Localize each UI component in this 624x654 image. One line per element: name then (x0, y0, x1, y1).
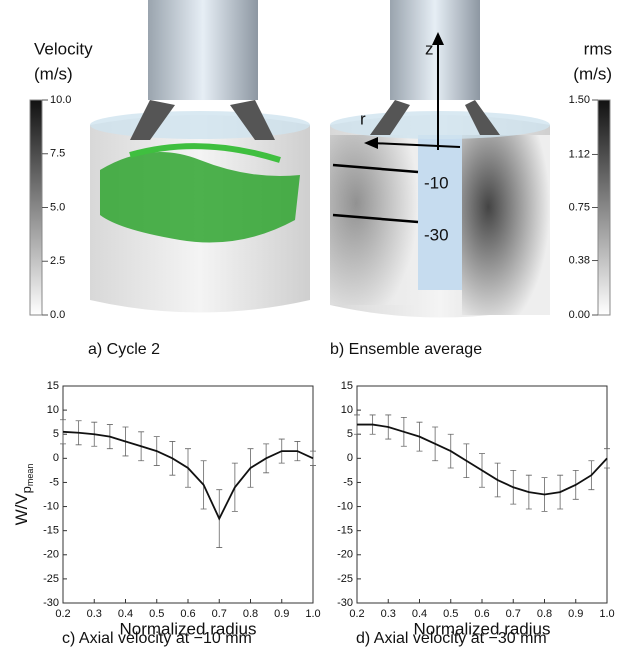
x-tick-label: 0.4 (118, 608, 133, 620)
colorbar-unit: (m/s) (34, 64, 73, 83)
x-tick-label: 0.5 (443, 608, 458, 620)
x-axis-label: Normalized radius (120, 619, 257, 638)
annotation: -30 (424, 225, 449, 244)
y-tick-label: -20 (43, 549, 59, 561)
caption: d) Axial velocity at −30 mm (356, 630, 547, 647)
y-tick-label: -20 (337, 549, 353, 561)
annotation: r (360, 109, 366, 128)
colorbar (29, 99, 43, 316)
panel-caption: b) Ensemble average (330, 341, 482, 358)
y-label-subsub: mean (25, 464, 35, 487)
y-tick-label: -15 (43, 525, 59, 537)
y-tick-label: -5 (343, 476, 353, 488)
error-bar (310, 450, 316, 466)
colorbar-tick-label: 2.5 (50, 255, 65, 267)
y-tick-label: 10 (47, 404, 59, 416)
annotation: -10 (424, 173, 449, 192)
mean-line (62, 430, 314, 521)
colorbar-tick-label: 0.75 (569, 201, 590, 213)
x-tick-label: 0.6 (474, 608, 489, 620)
y-tick-label: 5 (347, 428, 353, 440)
x-tick-label: 0.8 (537, 608, 552, 620)
colorbar-tick-label: 0.00 (569, 309, 590, 321)
y-tick-label: -10 (43, 500, 59, 512)
y-tick-label: -25 (43, 573, 59, 585)
y-tick-label: -10 (337, 500, 353, 512)
colorbar-tick-label: 0.38 (569, 254, 590, 266)
y-tick-label: 10 (341, 404, 353, 416)
x-tick-label: 0.3 (87, 608, 102, 620)
y-tick-label: 5 (53, 428, 59, 440)
colorbar-tick-label: 1.12 (569, 148, 590, 160)
panel-caption: a) Cycle 2 (88, 341, 160, 358)
y-label-sub: p (19, 486, 34, 493)
x-tick-label: 0.6 (180, 608, 195, 620)
x-tick-label: 0.9 (274, 608, 289, 620)
render-b (330, 0, 550, 318)
y-tick-label: 0 (347, 452, 353, 464)
y-tick-label: -25 (337, 573, 353, 585)
y-tick-label: -5 (49, 476, 59, 488)
x-tick-label: 0.7 (212, 608, 227, 620)
y-tick-label: -30 (337, 597, 353, 609)
colorbar-title: rms (584, 39, 612, 58)
y-tick-label: 15 (341, 380, 353, 392)
colorbar-tick-label: 1.50 (569, 94, 590, 106)
y-axis-label: W/Vpmean (12, 464, 35, 526)
x-tick-label: 1.0 (599, 608, 614, 620)
y-tick-label: 0 (53, 452, 59, 464)
caption: c) Axial velocity at −10 mm (62, 630, 252, 647)
mean-line (357, 423, 608, 496)
colorbar-title: Velocity (34, 39, 93, 58)
colorbar-tick-label: 10.0 (50, 94, 71, 106)
x-tick-label: 0.7 (506, 608, 521, 620)
x-axis-label: Normalized radius (414, 619, 551, 638)
y-label-main: W/V (12, 493, 31, 526)
plot-frame (62, 385, 314, 604)
y-tick-label: 15 (47, 380, 59, 392)
annotation: z (425, 39, 434, 58)
colorbar-tick-label: 0.0 (50, 309, 65, 321)
x-tick-label: 0.8 (243, 608, 258, 620)
colorbar-unit: (m/s) (573, 64, 612, 83)
x-tick-label: 0.9 (568, 608, 583, 620)
colorbar (597, 99, 611, 316)
x-tick-label: 0.3 (381, 608, 396, 620)
colorbar-tick-label: 7.5 (50, 148, 65, 160)
y-tick-label: -15 (337, 525, 353, 537)
render-a (90, 0, 310, 313)
x-tick-label: 0.2 (55, 608, 70, 620)
x-tick-label: 1.0 (305, 608, 320, 620)
x-tick-label: 0.4 (412, 608, 427, 620)
x-tick-label: 0.2 (349, 608, 364, 620)
x-tick-label: 0.5 (149, 608, 164, 620)
colorbar-tick-label: 5.0 (50, 201, 65, 213)
plot-frame (356, 385, 608, 604)
y-tick-label: -30 (43, 597, 59, 609)
